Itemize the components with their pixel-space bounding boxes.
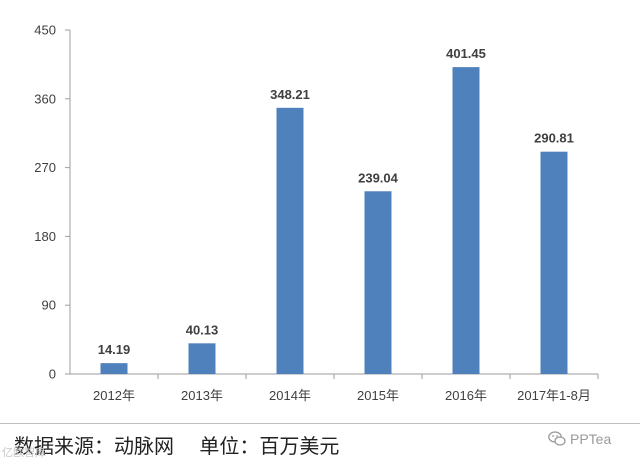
bar — [188, 343, 216, 374]
bar — [100, 363, 128, 374]
x-tick-label: 2017年1-8月 — [517, 388, 591, 403]
bar — [276, 107, 304, 374]
data-label: 14.19 — [98, 342, 131, 357]
footer-divider — [0, 423, 640, 424]
y-tick-label: 0 — [49, 367, 56, 382]
brand-name: PPTea — [570, 431, 612, 447]
y-tick-label: 270 — [34, 160, 56, 175]
watermark-text: 亿欧智库 — [2, 446, 46, 459]
bar — [452, 67, 480, 375]
y-tick-label: 90 — [42, 298, 56, 313]
x-tick-label: 2012年 — [93, 388, 135, 403]
x-tick-label: 2014年 — [269, 388, 311, 403]
data-label: 40.13 — [186, 322, 219, 337]
bar-chart: 0 90 180 270 360 450 14.19 2012年 40.13 2013年 348.2… — [34, 23, 599, 403]
y-tick-label: 450 — [34, 23, 56, 38]
brand-badge: PPTea — [548, 429, 611, 449]
data-label: 290.81 — [534, 131, 574, 146]
data-label: 348.21 — [270, 87, 310, 102]
x-tick-label: 2015年 — [357, 388, 399, 403]
x-tick-label: 2016年 — [445, 388, 487, 403]
x-tick-label: 2013年 — [181, 388, 223, 403]
bar — [364, 191, 392, 374]
wechat-icon — [548, 431, 566, 446]
data-label: 401.45 — [446, 46, 486, 61]
data-source-note: 数据来源：动脉网 单位：百万美元 — [14, 434, 340, 458]
y-tick-label: 360 — [34, 91, 56, 106]
bar — [540, 151, 568, 374]
data-label: 239.04 — [358, 170, 399, 185]
y-tick-label: 180 — [34, 229, 56, 244]
